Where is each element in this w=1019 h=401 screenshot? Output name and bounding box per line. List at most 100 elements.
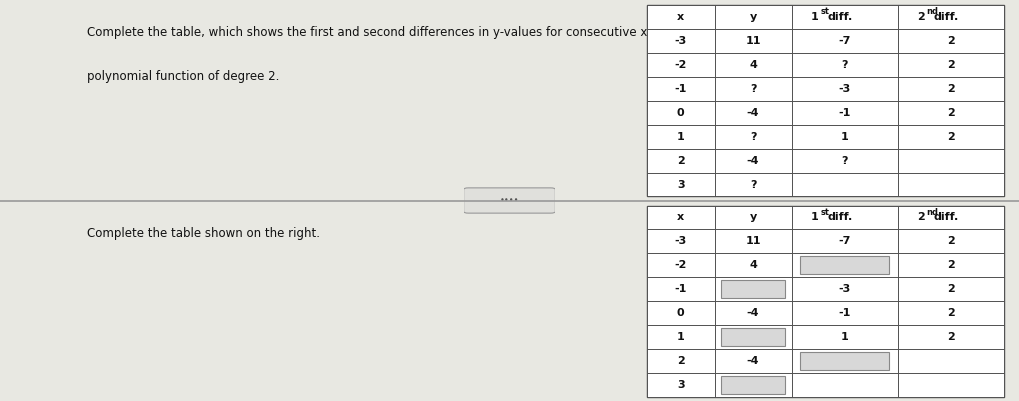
Bar xyxy=(647,206,1004,397)
Text: y: y xyxy=(749,213,757,223)
Text: 2: 2 xyxy=(947,284,955,294)
Bar xyxy=(792,53,898,77)
Bar xyxy=(792,101,898,125)
Bar xyxy=(792,277,898,301)
Text: diff.: diff. xyxy=(933,213,959,223)
Bar xyxy=(792,206,898,229)
Bar xyxy=(647,77,714,101)
Text: -1: -1 xyxy=(839,308,851,318)
Bar xyxy=(720,376,786,394)
Text: 2: 2 xyxy=(947,132,955,142)
Text: 4: 4 xyxy=(749,60,757,70)
Text: Complete the table shown on the right.: Complete the table shown on the right. xyxy=(87,227,320,239)
Bar xyxy=(714,125,792,149)
Bar xyxy=(647,101,714,125)
Text: ?: ? xyxy=(842,156,848,166)
Bar xyxy=(800,352,890,370)
Bar xyxy=(714,149,792,172)
Text: 2: 2 xyxy=(947,260,955,270)
Text: 1: 1 xyxy=(677,132,685,142)
Text: 2: 2 xyxy=(947,84,955,94)
Text: nd: nd xyxy=(926,208,938,217)
Text: st: st xyxy=(820,208,829,217)
Bar xyxy=(714,325,792,349)
Bar xyxy=(647,206,714,229)
Text: 3: 3 xyxy=(677,380,685,390)
Bar xyxy=(898,253,1004,277)
Bar xyxy=(792,77,898,101)
Text: 3: 3 xyxy=(677,180,685,190)
Bar xyxy=(647,29,714,53)
Bar xyxy=(714,53,792,77)
Text: ?: ? xyxy=(750,180,756,190)
Bar xyxy=(898,301,1004,325)
Bar xyxy=(647,325,714,349)
Text: 2: 2 xyxy=(677,156,685,166)
Bar xyxy=(647,149,714,172)
Text: -3: -3 xyxy=(675,237,687,247)
Text: 1: 1 xyxy=(841,332,849,342)
Text: ••••: •••• xyxy=(499,196,520,205)
Bar xyxy=(714,277,792,301)
Text: 11: 11 xyxy=(745,36,761,46)
Bar xyxy=(714,206,792,229)
Bar xyxy=(898,325,1004,349)
Text: -7: -7 xyxy=(839,237,851,247)
Text: -4: -4 xyxy=(747,308,759,318)
Bar xyxy=(792,149,898,172)
Text: ?: ? xyxy=(842,60,848,70)
Text: 4: 4 xyxy=(749,260,757,270)
Bar xyxy=(714,5,792,29)
Text: 1: 1 xyxy=(677,332,685,342)
Bar xyxy=(647,277,714,301)
Bar xyxy=(714,373,792,397)
Bar xyxy=(792,29,898,53)
Bar xyxy=(792,349,898,373)
Bar xyxy=(792,5,898,29)
Text: diff.: diff. xyxy=(827,12,853,22)
Bar xyxy=(898,5,1004,29)
Bar xyxy=(647,301,714,325)
Bar xyxy=(898,229,1004,253)
Bar xyxy=(898,29,1004,53)
Text: -4: -4 xyxy=(747,156,759,166)
Bar xyxy=(898,101,1004,125)
Bar xyxy=(898,206,1004,229)
Text: -3: -3 xyxy=(839,84,851,94)
Text: x: x xyxy=(678,12,685,22)
Text: y: y xyxy=(749,12,757,22)
Bar xyxy=(647,373,714,397)
Text: -7: -7 xyxy=(839,36,851,46)
Text: diff.: diff. xyxy=(827,213,853,223)
Text: 1: 1 xyxy=(841,132,849,142)
Text: 2: 2 xyxy=(917,213,924,223)
Text: polynomial function of degree 2.: polynomial function of degree 2. xyxy=(87,70,279,83)
Text: 0: 0 xyxy=(677,108,685,118)
Bar xyxy=(792,172,898,196)
Bar xyxy=(792,253,898,277)
Text: -1: -1 xyxy=(675,84,687,94)
Bar xyxy=(720,280,786,298)
Bar xyxy=(792,325,898,349)
Bar xyxy=(898,125,1004,149)
Bar xyxy=(714,253,792,277)
Text: -3: -3 xyxy=(675,36,687,46)
Bar xyxy=(714,349,792,373)
Bar xyxy=(720,328,786,346)
Bar xyxy=(792,373,898,397)
Text: 2: 2 xyxy=(947,60,955,70)
Bar xyxy=(898,349,1004,373)
Text: diff.: diff. xyxy=(933,12,959,22)
Text: -3: -3 xyxy=(839,284,851,294)
Text: -2: -2 xyxy=(675,260,687,270)
Bar xyxy=(714,29,792,53)
Bar xyxy=(898,77,1004,101)
Text: x: x xyxy=(678,213,685,223)
Text: -4: -4 xyxy=(747,108,759,118)
Bar xyxy=(714,101,792,125)
Text: 2: 2 xyxy=(947,308,955,318)
Bar xyxy=(647,5,1004,196)
Bar xyxy=(898,172,1004,196)
Bar xyxy=(898,53,1004,77)
Bar xyxy=(647,349,714,373)
